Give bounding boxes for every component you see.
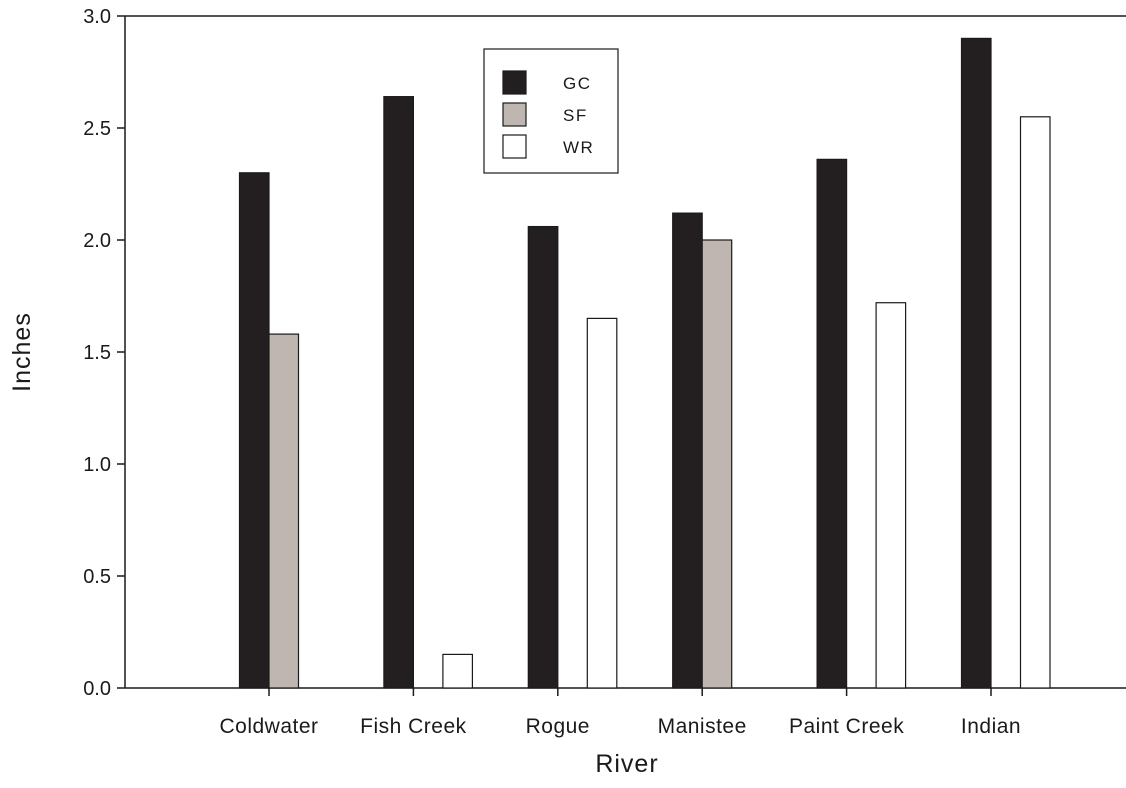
bar-gc-paint-creek — [816, 158, 848, 689]
bar-sf-manistee — [701, 239, 733, 689]
legend-label: SF — [563, 106, 588, 125]
bar-wr-fish-creek — [442, 653, 473, 689]
bar-wr-paint-creek — [875, 302, 907, 689]
y-tick-label: 2.5 — [83, 118, 111, 140]
y-tick-label: 1.0 — [83, 454, 111, 476]
bar-gc-indian — [960, 37, 992, 689]
legend-label: WR — [563, 138, 594, 157]
y-tick-label: 0.0 — [83, 678, 111, 700]
x-tick-label: Paint Creek — [789, 715, 904, 738]
bars — [238, 37, 1051, 689]
x-tick-label: Rogue — [526, 715, 590, 738]
y-axis-title: Inches — [8, 312, 36, 392]
x-tick-label: Fish Creek — [360, 715, 467, 738]
y-tick-label: 2.0 — [83, 230, 111, 252]
y-tick-label: 1.5 — [83, 342, 111, 364]
bar-gc-fish-creek — [383, 96, 414, 689]
bar-sf-coldwater — [268, 333, 300, 689]
y-tick-label: 0.5 — [83, 566, 111, 588]
y-tick-label: 3.0 — [83, 6, 111, 28]
bar-gc-rogue — [527, 225, 559, 689]
legend: GC SF WR — [483, 48, 619, 174]
x-axis: Coldwater Fish Creek Rogue Manistee Paint Cr… — [219, 688, 1021, 738]
bar-wr-rogue — [586, 317, 618, 689]
x-tick-label: Indian — [961, 715, 1021, 738]
x-tick-label: Coldwater — [219, 715, 318, 738]
bar-gc-coldwater — [238, 172, 270, 689]
y-axis: 0.0 0.5 1.0 1.5 2.0 2.5 3.0 — [83, 6, 125, 700]
legend-swatch — [502, 102, 527, 127]
legend-swatch — [502, 134, 527, 159]
legend-label: GC — [563, 74, 592, 93]
bar-wr-indian — [1019, 116, 1051, 689]
legend-swatch — [502, 70, 527, 95]
x-tick-label: Manistee — [658, 715, 747, 738]
x-axis-title: River — [595, 750, 658, 778]
bar-gc-manistee — [672, 212, 703, 689]
